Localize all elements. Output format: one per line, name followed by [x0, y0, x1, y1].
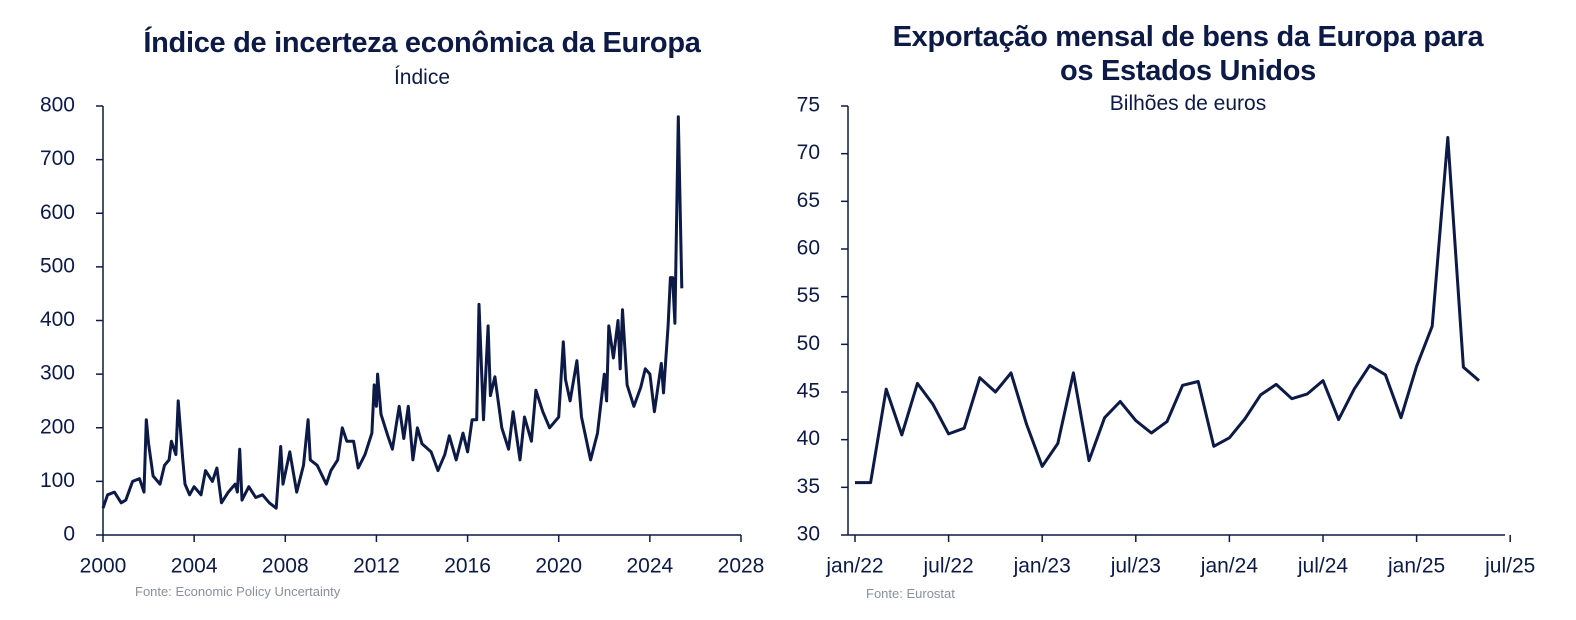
y-tick-label: 30: [797, 523, 820, 546]
x-tick-label: jul/24: [1297, 555, 1349, 578]
chart-subtitle: Bilhões de euros: [1109, 92, 1267, 115]
source-note: Fonte: Eurostat: [866, 586, 955, 601]
y-tick-label: 300: [40, 362, 75, 385]
x-tick-label: 2028: [718, 555, 765, 578]
y-tick-label: 0: [63, 523, 75, 546]
x-tick-label: 2020: [535, 555, 582, 578]
chart-title: Índice de incerteza econômica da Europa: [143, 27, 701, 59]
x-tick-label: jan/23: [1013, 555, 1071, 578]
y-tick-label: 55: [797, 284, 820, 307]
y-tick-label: 75: [797, 94, 820, 117]
x-tick-label: 2012: [353, 555, 400, 578]
y-tick-label: 35: [797, 475, 820, 498]
y-tick-label: 70: [797, 141, 820, 164]
y-tick-label: 700: [40, 147, 75, 170]
x-tick-label: jul/23: [1110, 555, 1161, 578]
x-tick-label: jan/25: [1387, 555, 1445, 578]
chart-subtitle: Índice: [393, 66, 451, 89]
x-tick-label: jan/24: [1200, 555, 1259, 578]
data-line: [855, 136, 1480, 485]
source-note: Fonte: Economic Policy Uncertainty: [135, 584, 341, 599]
y-tick-label: 100: [40, 469, 75, 492]
y-tick-label: 40: [797, 427, 820, 450]
y-tick-label: 200: [40, 415, 75, 438]
data-line: [101, 115, 684, 510]
x-tick-label: jan/22: [825, 555, 883, 578]
y-tick-label: 600: [40, 201, 75, 224]
x-tick-label: jul/22: [922, 555, 973, 578]
y-tick-label: 60: [797, 237, 820, 260]
y-tick-label: 45: [797, 380, 820, 403]
y-tick-label: 400: [40, 308, 75, 331]
x-tick-label: jul/25: [1484, 555, 1535, 578]
x-tick-label: 2008: [262, 555, 309, 578]
y-tick-label: 50: [797, 332, 820, 355]
x-tick-label: 2000: [80, 555, 127, 578]
chart-title: Exportação mensal de bens da Europa para…: [892, 21, 1484, 87]
x-tick-label: 2016: [444, 555, 491, 578]
y-tick-label: 500: [40, 254, 75, 277]
x-tick-label: 2004: [171, 555, 218, 578]
y-tick-label: 65: [797, 189, 820, 212]
x-tick-label: 2024: [626, 555, 673, 578]
y-tick-label: 800: [40, 94, 75, 117]
